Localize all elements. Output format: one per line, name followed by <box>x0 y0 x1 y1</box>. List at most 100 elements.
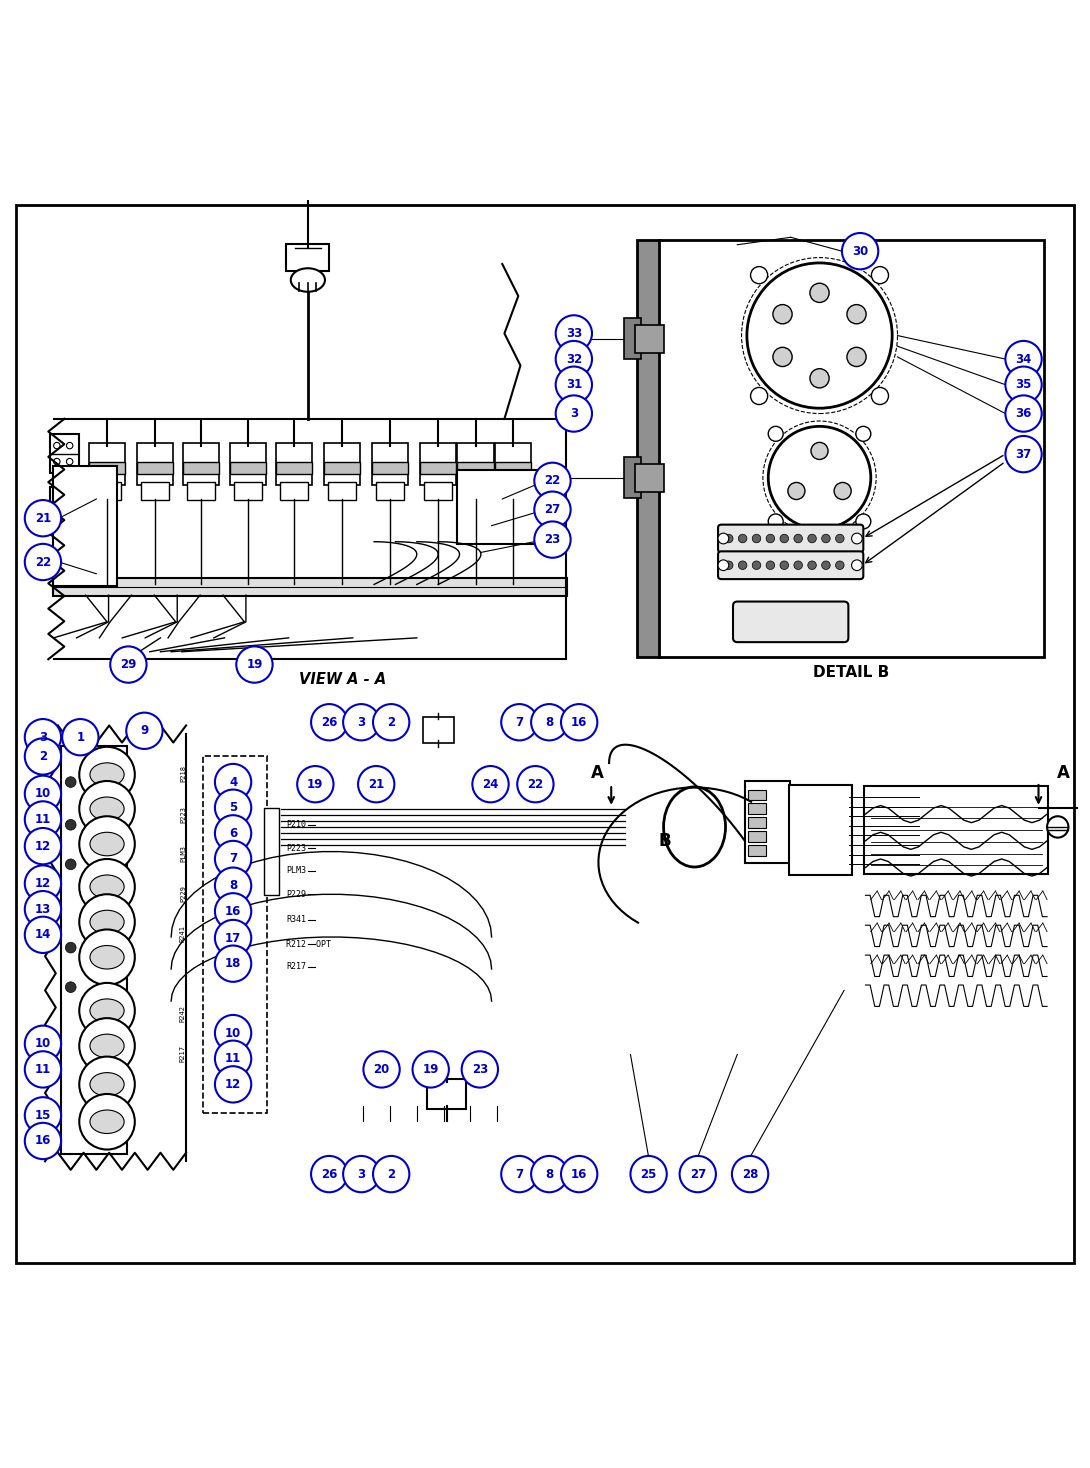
Text: VIEW A - A: VIEW A - A <box>300 672 387 687</box>
Circle shape <box>215 790 251 826</box>
Ellipse shape <box>291 269 325 292</box>
Text: P223: P223 <box>180 806 186 822</box>
Text: 11: 11 <box>225 1053 241 1066</box>
Text: 2: 2 <box>387 1167 396 1180</box>
FancyBboxPatch shape <box>427 1079 465 1108</box>
FancyBboxPatch shape <box>50 435 80 473</box>
Circle shape <box>311 1155 348 1192</box>
Text: A: A <box>591 763 604 782</box>
FancyBboxPatch shape <box>718 552 863 578</box>
Circle shape <box>556 341 592 377</box>
Circle shape <box>373 1155 410 1192</box>
Text: 10: 10 <box>35 787 51 800</box>
Text: 7: 7 <box>229 853 238 866</box>
Circle shape <box>847 348 867 367</box>
Text: 11: 11 <box>35 813 51 826</box>
Circle shape <box>847 304 867 324</box>
Text: 10: 10 <box>35 1038 51 1050</box>
Circle shape <box>66 442 73 449</box>
FancyBboxPatch shape <box>372 461 409 474</box>
Text: 20: 20 <box>374 1063 390 1076</box>
Text: 12: 12 <box>225 1078 241 1091</box>
Text: B: B <box>658 832 671 850</box>
FancyBboxPatch shape <box>276 443 312 484</box>
Text: 26: 26 <box>322 1167 338 1180</box>
FancyBboxPatch shape <box>324 461 360 474</box>
Text: 19: 19 <box>246 658 263 671</box>
Text: R212  OPT: R212 OPT <box>287 940 331 948</box>
Circle shape <box>822 561 831 570</box>
Text: R241: R241 <box>180 925 186 942</box>
Circle shape <box>110 646 146 683</box>
Circle shape <box>747 263 892 408</box>
Circle shape <box>1005 367 1042 402</box>
Circle shape <box>841 233 879 269</box>
FancyBboxPatch shape <box>287 244 329 272</box>
Text: 2: 2 <box>387 716 396 728</box>
Circle shape <box>856 514 871 528</box>
FancyBboxPatch shape <box>420 461 457 474</box>
Circle shape <box>126 712 162 749</box>
Text: 28: 28 <box>742 1167 759 1180</box>
Text: 25: 25 <box>641 1167 657 1180</box>
FancyBboxPatch shape <box>264 807 279 895</box>
Circle shape <box>794 534 802 543</box>
Circle shape <box>561 1155 597 1192</box>
Circle shape <box>773 304 792 324</box>
Text: P210: P210 <box>287 821 306 829</box>
Circle shape <box>25 738 61 775</box>
Circle shape <box>25 501 61 536</box>
Circle shape <box>768 426 871 528</box>
Circle shape <box>343 705 379 740</box>
Circle shape <box>25 1026 61 1061</box>
Circle shape <box>851 559 862 571</box>
Text: 27: 27 <box>690 1167 706 1180</box>
FancyBboxPatch shape <box>372 443 409 484</box>
Ellipse shape <box>90 1110 124 1133</box>
Circle shape <box>731 1155 768 1192</box>
Circle shape <box>630 1155 667 1192</box>
Circle shape <box>65 942 76 953</box>
Text: 24: 24 <box>483 778 499 791</box>
Text: 10: 10 <box>225 1026 241 1039</box>
FancyBboxPatch shape <box>183 461 219 474</box>
Text: 22: 22 <box>35 555 51 568</box>
Ellipse shape <box>90 875 124 898</box>
FancyBboxPatch shape <box>89 443 125 484</box>
FancyBboxPatch shape <box>137 443 173 484</box>
Text: 33: 33 <box>566 327 582 341</box>
Ellipse shape <box>90 763 124 787</box>
Text: 21: 21 <box>35 512 51 524</box>
Circle shape <box>25 916 61 953</box>
Circle shape <box>534 492 571 528</box>
Circle shape <box>808 561 816 570</box>
Text: 3: 3 <box>358 1167 365 1180</box>
Circle shape <box>80 1094 135 1149</box>
Circle shape <box>561 705 597 740</box>
Circle shape <box>534 521 571 558</box>
Circle shape <box>808 534 816 543</box>
FancyBboxPatch shape <box>183 443 219 484</box>
Circle shape <box>65 819 76 829</box>
Text: 8: 8 <box>229 879 238 893</box>
Circle shape <box>80 894 135 950</box>
Circle shape <box>80 929 135 985</box>
Text: 37: 37 <box>1016 448 1031 461</box>
Circle shape <box>766 534 775 543</box>
Text: 4: 4 <box>229 775 238 788</box>
Ellipse shape <box>90 998 124 1022</box>
Text: 12: 12 <box>35 876 51 890</box>
Text: 9: 9 <box>141 724 148 737</box>
Text: 7: 7 <box>516 1167 523 1180</box>
Text: 3: 3 <box>358 716 365 728</box>
Circle shape <box>311 705 348 740</box>
FancyBboxPatch shape <box>748 790 766 800</box>
Text: 11: 11 <box>35 1063 51 1076</box>
Ellipse shape <box>90 832 124 856</box>
Circle shape <box>856 426 871 442</box>
Circle shape <box>725 561 732 570</box>
Circle shape <box>66 458 73 465</box>
Ellipse shape <box>90 1033 124 1057</box>
Circle shape <box>237 646 272 683</box>
FancyBboxPatch shape <box>637 241 661 658</box>
